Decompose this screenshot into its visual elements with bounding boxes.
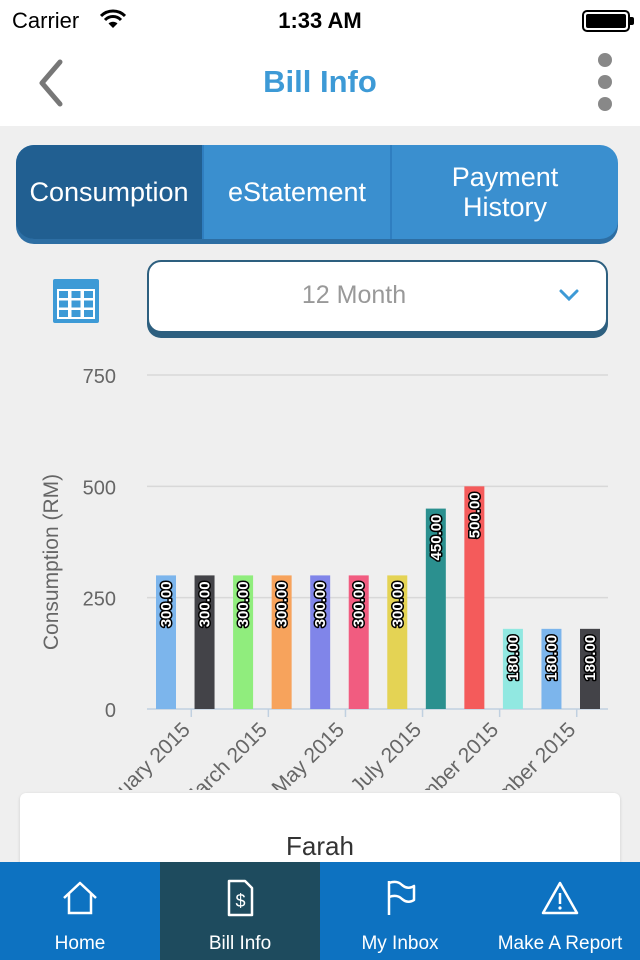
period-value: 12 Month	[301, 281, 407, 309]
bar-data-label: 300.00	[351, 581, 368, 627]
bottom-tab-home[interactable]: Home	[0, 862, 160, 960]
clock: 1:33 AM	[278, 8, 362, 33]
bottom-tab-my-inbox[interactable]: My Inbox	[320, 862, 480, 960]
consumption-chart: 0 250 500 750 Consumption (RM) 300.00 300.00 30…	[40, 366, 608, 790]
chart-bar	[464, 486, 485, 709]
bar-data-label: 300.00	[389, 581, 406, 627]
home-icon	[63, 881, 97, 915]
chart-bar	[348, 575, 369, 709]
chart-bar	[156, 575, 176, 709]
tab-payment-history[interactable]: Payment History	[451, 162, 559, 222]
status-bar: Carrier 1:33 AM	[0, 0, 640, 40]
bar-data-label: 300.00	[158, 581, 175, 627]
y-tick-label: 0	[105, 700, 116, 722]
bottom-tab-make-a-report[interactable]: Make A Report	[480, 862, 640, 960]
bill-icon: $	[227, 879, 254, 917]
bottom-tab-bill-info[interactable]: $ Bill Info	[160, 862, 320, 960]
chart-bar	[310, 575, 331, 709]
bottom-tab-label: Home	[54, 933, 106, 954]
period-select[interactable]: 12 Month	[147, 260, 608, 333]
x-tick-label: July 2015	[346, 718, 426, 790]
account-name: Farah	[286, 831, 354, 861]
tab-estatement[interactable]: eStatement	[204, 145, 392, 239]
bottom-tab-label: My Inbox	[361, 933, 439, 954]
wifi-icon	[100, 9, 126, 28]
chart-bar	[271, 575, 292, 709]
segmented-tabs: Consumption eStatement Payment History	[16, 145, 618, 239]
tab-consumption[interactable]: Consumption	[16, 145, 204, 239]
bar-data-label: 180.00	[582, 635, 599, 681]
more-options-icon[interactable]	[590, 52, 620, 112]
bar-data-label: 300.00	[235, 581, 252, 627]
bar-data-label: 300.00	[197, 581, 214, 627]
chart-bar	[541, 628, 562, 709]
x-tick-label: May 2015	[268, 718, 349, 790]
y-tick-label: 750	[83, 366, 116, 388]
y-tick-label: 250	[83, 589, 116, 611]
chart-bar	[387, 575, 408, 709]
bar-data-label: 450.00	[428, 515, 445, 561]
bottom-tab-label: Make A Report	[497, 933, 623, 954]
carrier-label: Carrier	[12, 8, 80, 33]
flag-icon	[387, 880, 416, 915]
bar-data-label: 300.00	[274, 581, 291, 627]
bottom-tab-label: Bill Info	[208, 933, 272, 954]
chart-bar	[580, 628, 600, 709]
chevron-down-icon	[559, 289, 579, 302]
x-tick-label: March 2015	[177, 718, 272, 790]
calendar-icon[interactable]	[52, 278, 100, 324]
bottom-tab-bar: Home $ Bill Info My Inbox Make A Report	[0, 862, 640, 960]
page-title: Bill Info	[263, 64, 377, 99]
svg-text:$: $	[235, 891, 245, 911]
y-axis-title: Consumption (RM)	[40, 474, 63, 650]
chart-bar	[425, 508, 446, 709]
chart-bar	[233, 575, 254, 709]
bar-data-label: 500.00	[466, 492, 483, 538]
warning-icon	[541, 881, 579, 915]
chart-bar	[194, 575, 215, 709]
chart-bar	[502, 628, 523, 709]
back-icon[interactable]	[30, 56, 74, 110]
navigation-bar: Bill Info	[0, 40, 640, 126]
x-tick-label: January 2015	[89, 718, 195, 790]
bar-data-label: 180.00	[505, 635, 522, 681]
y-tick-label: 500	[83, 477, 116, 499]
battery-icon	[582, 10, 634, 32]
bar-data-label: 300.00	[312, 581, 329, 627]
bar-data-label: 180.00	[543, 635, 560, 681]
